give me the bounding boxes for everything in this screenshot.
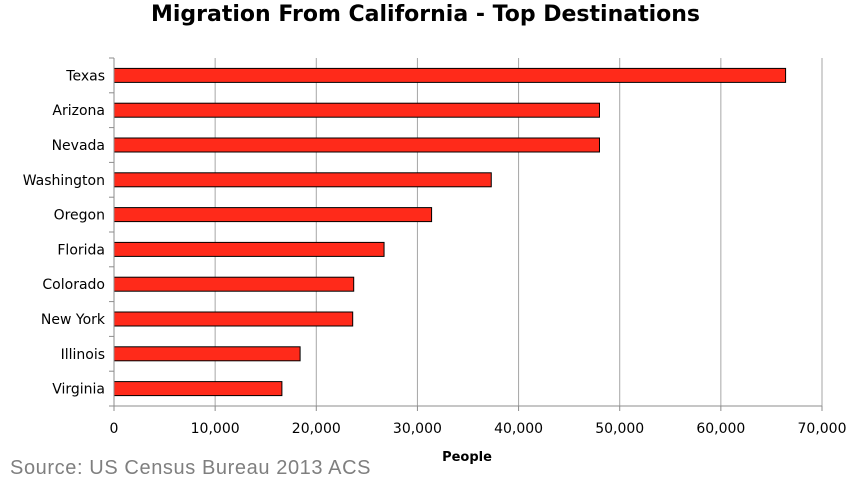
bars <box>113 67 787 397</box>
bar-texas <box>113 67 787 83</box>
bar-new-york <box>113 311 354 327</box>
x-axis-title: People <box>442 450 492 465</box>
x-tick-label: 50,000 <box>595 421 644 437</box>
bar-virginia <box>113 381 283 397</box>
chart-title: Migration From California - Top Destinat… <box>150 2 701 27</box>
x-tick-label: 20,000 <box>292 421 341 437</box>
source-note: Source: US Census Bureau 2013 ACS <box>10 457 372 479</box>
y-tick-label: Illinois <box>61 347 105 363</box>
bar-nevada <box>113 137 600 153</box>
y-tick-label: Arizona <box>52 103 105 119</box>
axes <box>109 57 823 411</box>
bar-illinois <box>113 346 301 362</box>
y-tick-label: New York <box>41 312 106 328</box>
y-tick-label: Virginia <box>52 382 105 398</box>
bar-arizona <box>113 102 600 118</box>
x-tick-label: 0 <box>110 421 119 437</box>
bar-florida <box>113 241 385 257</box>
bar-washington <box>113 172 492 188</box>
labels: Texas Arizona Nevada Washington Oregon Florid… <box>23 68 847 437</box>
y-tick-label: Nevada <box>52 138 105 154</box>
x-tick-label: 10,000 <box>191 421 240 437</box>
y-tick-label: Colorado <box>42 277 105 293</box>
x-tick-label: 60,000 <box>696 421 745 437</box>
bar-oregon <box>113 207 433 223</box>
y-tick-label: Washington <box>23 173 105 189</box>
y-tick-label: Oregon <box>54 208 105 224</box>
y-tick-label: Florida <box>57 242 105 258</box>
x-tick-label: 40,000 <box>494 421 543 437</box>
y-tick-label: Texas <box>65 68 105 84</box>
x-tick-label: 70,000 <box>798 421 847 437</box>
bar-colorado <box>113 276 355 292</box>
x-tick-label: 30,000 <box>393 421 442 437</box>
